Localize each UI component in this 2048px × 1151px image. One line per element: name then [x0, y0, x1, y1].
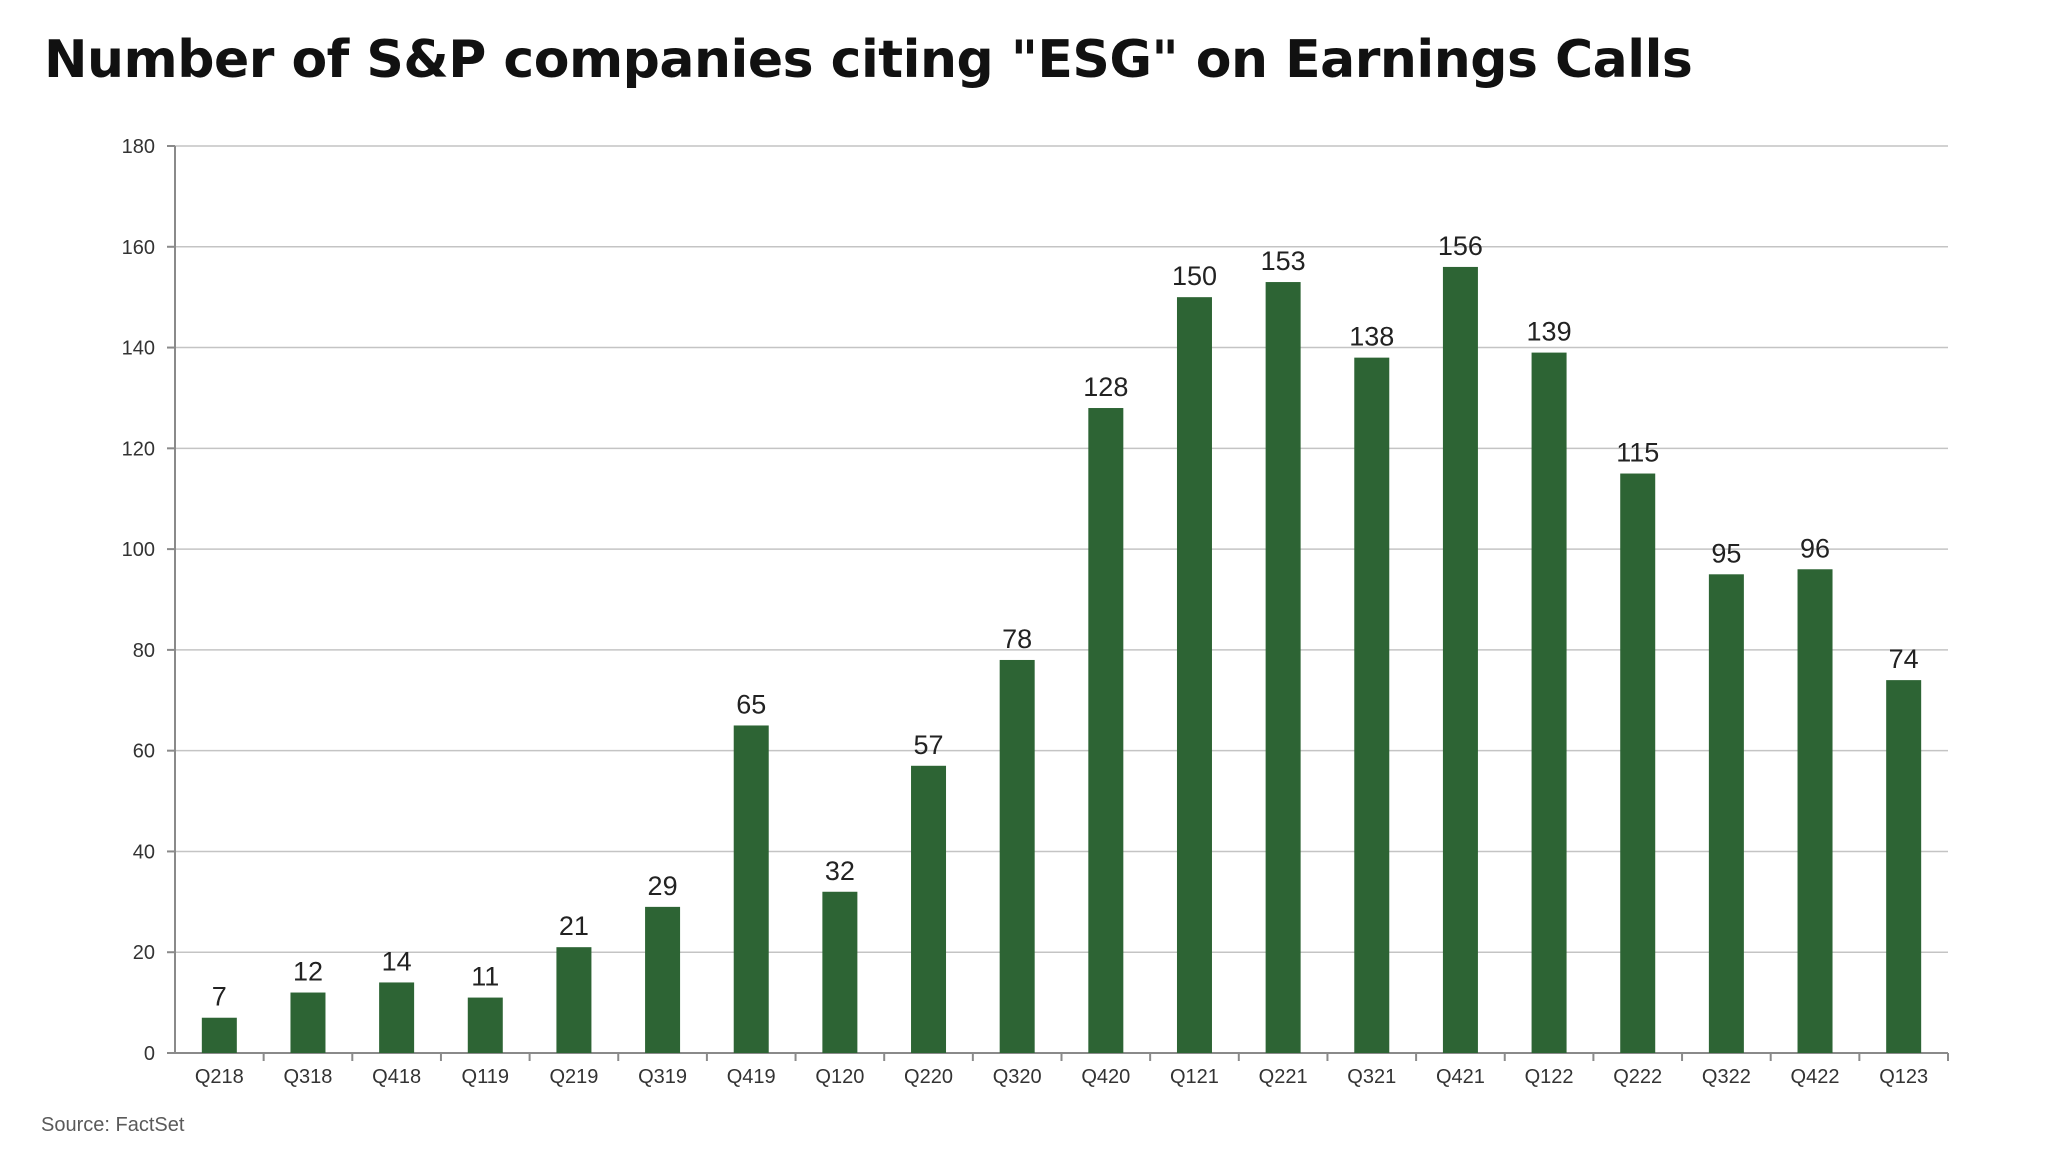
bar-Q119 [467, 997, 503, 1053]
x-tick-label-Q119: Q119 [462, 1066, 509, 1088]
data-label-Q222: 115 [1616, 438, 1659, 468]
data-label-Q319: 29 [648, 871, 678, 901]
axes [167, 145, 1949, 1061]
data-label-Q321: 138 [1349, 322, 1394, 352]
x-tick-label-Q321: Q321 [1347, 1066, 1396, 1088]
y-tick-label: 60 [133, 741, 155, 763]
data-label-Q220: 57 [914, 730, 944, 760]
y-tick-label: 160 [122, 237, 155, 259]
x-tick-label-Q122: Q122 [1525, 1066, 1574, 1088]
y-tick-label: 180 [122, 136, 155, 158]
bar-Q121 [1176, 297, 1212, 1054]
bar-Q222 [1620, 473, 1656, 1053]
bar-Q422 [1797, 569, 1833, 1053]
bar-Q221 [1265, 282, 1301, 1053]
x-tick-label-Q319: Q319 [638, 1066, 687, 1088]
bar-Q120 [822, 891, 858, 1053]
data-labels: 7 12 14 11 21 29 65 32 57 78 128 150 153 138 156 139 115… [212, 231, 1919, 1012]
data-label-Q420: 128 [1083, 372, 1128, 402]
gridlines [175, 145, 1948, 953]
data-label-Q221: 153 [1261, 246, 1306, 276]
y-tick-label: 40 [133, 841, 155, 863]
x-tick-label-Q219: Q219 [549, 1066, 598, 1088]
y-tick-labels: 0 20 40 60 80 100 120 140 160 180 [122, 136, 155, 1065]
bar-Q122 [1531, 352, 1567, 1053]
x-tick-label-Q418: Q418 [372, 1066, 421, 1088]
x-tick-label-Q318: Q318 [284, 1066, 333, 1088]
data-label-Q219: 21 [559, 911, 589, 941]
bar-Q320 [999, 659, 1035, 1053]
x-tick-label-Q421: Q421 [1436, 1066, 1485, 1088]
x-tick-label-Q221: Q221 [1259, 1066, 1308, 1088]
y-tick-label: 120 [122, 438, 155, 460]
bar-Q322 [1708, 574, 1744, 1053]
bar-Q123 [1886, 680, 1922, 1053]
bar-Q421 [1442, 266, 1478, 1053]
x-tick-label-Q121: Q121 [1170, 1066, 1219, 1088]
x-tick-label-Q419: Q419 [727, 1066, 776, 1088]
bar-Q319 [645, 906, 681, 1053]
x-tick-label-Q220: Q220 [904, 1066, 953, 1088]
bars [201, 266, 1922, 1054]
x-tick-label-Q123: Q123 [1879, 1066, 1928, 1088]
x-tick-label-Q222: Q222 [1613, 1066, 1662, 1088]
data-label-Q419: 65 [736, 689, 766, 719]
y-tick-label: 100 [122, 539, 155, 561]
data-label-Q422: 96 [1800, 533, 1830, 563]
x-tick-label-Q120: Q120 [815, 1066, 864, 1088]
bar-Q321 [1354, 357, 1390, 1054]
x-tick-label-Q322: Q322 [1702, 1066, 1751, 1088]
bar-Q418 [379, 982, 415, 1053]
data-label-Q318: 12 [293, 957, 323, 987]
data-label-Q218: 7 [212, 982, 227, 1012]
bar-Q219 [556, 947, 592, 1053]
x-tick-label-Q422: Q422 [1791, 1066, 1840, 1088]
data-label-Q119: 11 [471, 962, 499, 992]
y-tick-label: 20 [133, 942, 155, 964]
data-label-Q123: 74 [1889, 644, 1919, 674]
bar-Q218 [201, 1017, 237, 1053]
x-tick-label-Q218: Q218 [195, 1066, 244, 1088]
bar-Q318 [290, 992, 326, 1053]
data-label-Q418: 14 [382, 946, 412, 976]
data-label-Q121: 150 [1172, 261, 1217, 291]
data-label-Q322: 95 [1711, 538, 1741, 568]
y-tick-label: 0 [144, 1043, 155, 1065]
data-label-Q120: 32 [825, 856, 855, 886]
data-label-Q122: 139 [1527, 317, 1572, 347]
bar-Q420 [1088, 408, 1124, 1053]
y-tick-label: 140 [122, 338, 155, 360]
x-tick-label-Q320: Q320 [993, 1066, 1042, 1088]
bar-Q220 [911, 765, 947, 1053]
bar-Q419 [733, 725, 769, 1053]
data-label-Q320: 78 [1002, 624, 1032, 654]
x-tick-labels: Q218 Q318 Q418 Q119 Q219 Q319 Q419 Q120 Q220 Q320… [195, 1066, 1928, 1088]
data-label-Q421: 156 [1438, 231, 1483, 261]
chart-title: Number of S&P companies citing "ESG" on … [44, 30, 1693, 90]
x-tick-label-Q420: Q420 [1081, 1066, 1130, 1088]
y-tick-label: 80 [133, 640, 155, 662]
source-note: Source: FactSet [41, 1114, 185, 1136]
